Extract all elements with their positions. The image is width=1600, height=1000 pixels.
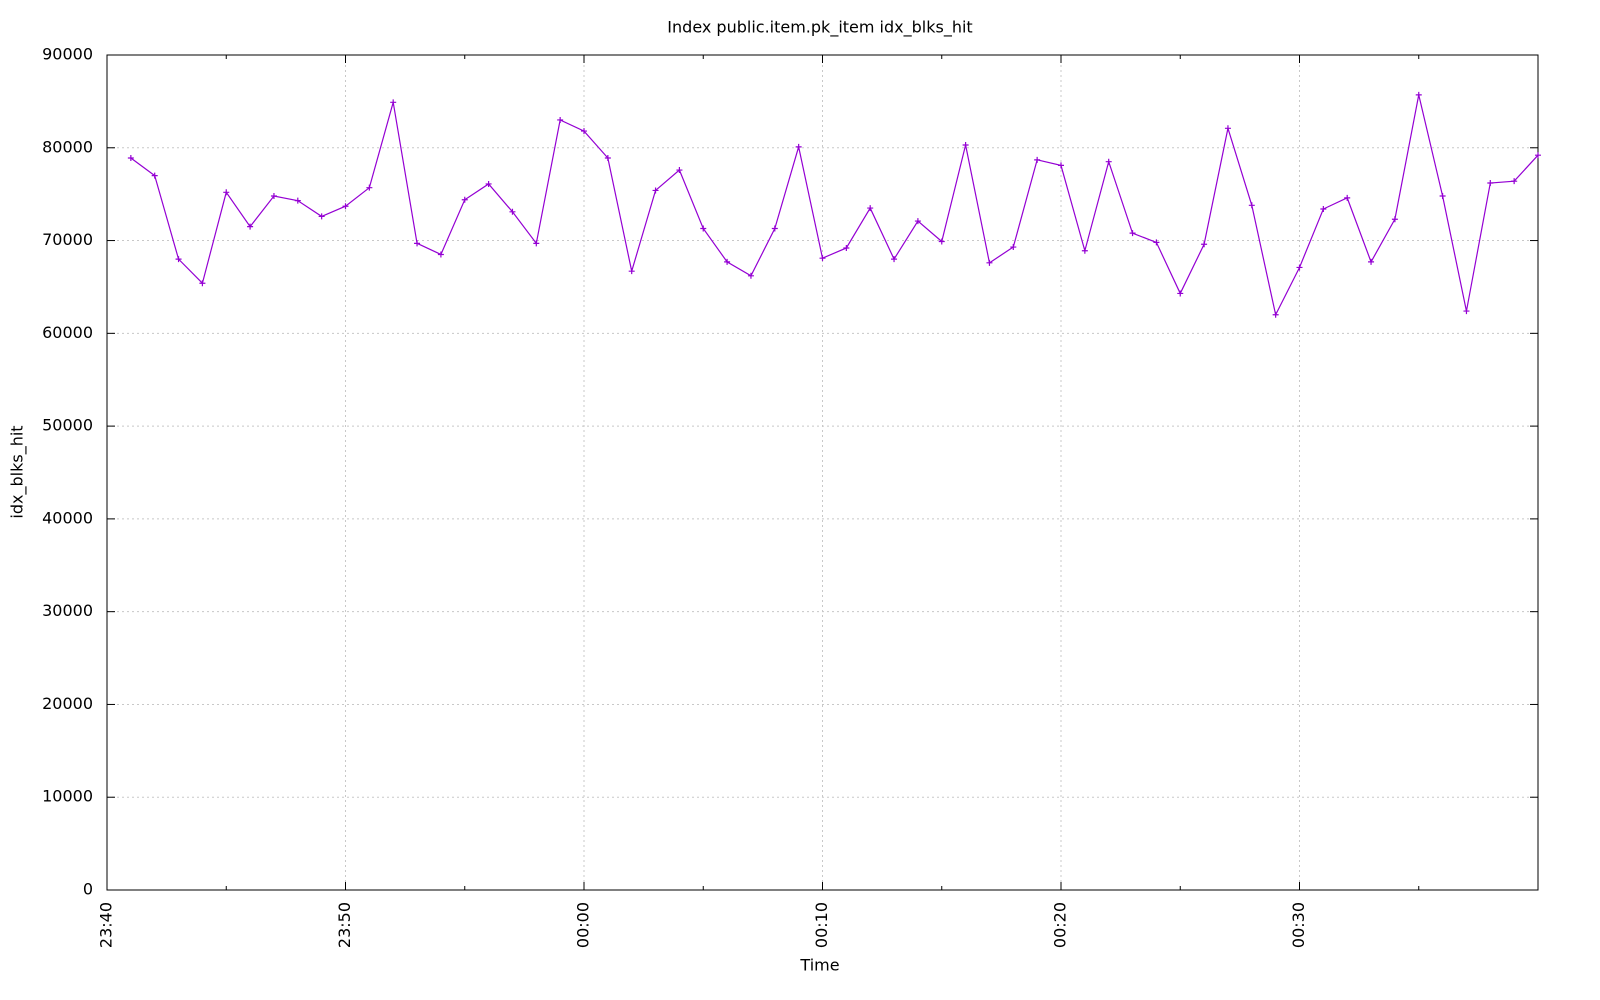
point-marker <box>1487 180 1494 187</box>
point-marker <box>437 251 444 258</box>
point-marker <box>652 187 659 194</box>
y-tick-label: 40000 <box>42 508 93 527</box>
point-marker <box>1320 206 1327 213</box>
x-tick-label: 23:50 <box>335 902 354 948</box>
point-marker <box>771 225 778 232</box>
point-marker <box>1344 194 1351 201</box>
x-tick-label: 23:40 <box>97 902 116 948</box>
y-tick-label: 60000 <box>42 323 93 342</box>
point-marker <box>557 116 564 123</box>
point-marker <box>461 196 468 203</box>
chart-title: Index public.item.pk_item idx_blks_hit <box>667 18 972 38</box>
point-marker <box>867 205 874 212</box>
point-marker <box>1296 264 1303 271</box>
point-marker <box>485 180 492 187</box>
x-axis-label: Time <box>799 956 839 975</box>
point-marker <box>1511 178 1518 185</box>
point-marker <box>223 189 230 196</box>
point-marker <box>628 268 635 275</box>
point-marker <box>1535 152 1541 159</box>
point-marker <box>724 258 731 265</box>
point-marker <box>938 238 945 245</box>
plot-frame <box>106 54 1539 891</box>
point-marker <box>509 208 516 215</box>
point-marker <box>795 143 802 150</box>
point-marker <box>127 154 134 161</box>
point-marker <box>342 203 349 210</box>
point-marker <box>676 167 683 174</box>
y-axis-label: idx_blks_hit <box>8 425 28 518</box>
point-marker <box>318 213 325 220</box>
point-marker <box>1129 230 1136 237</box>
point-marker <box>1439 193 1446 200</box>
point-marker <box>819 255 826 262</box>
point-marker <box>1368 258 1375 265</box>
point-marker <box>1177 290 1184 297</box>
x-tick-label: 00:20 <box>1051 902 1070 948</box>
x-tick-label: 00:30 <box>1289 902 1308 948</box>
point-marker <box>294 197 301 204</box>
point-marker <box>914 218 921 225</box>
y-tick-label: 10000 <box>42 787 93 806</box>
y-tick-label: 50000 <box>42 416 93 435</box>
point-marker <box>891 256 898 263</box>
y-tick-label: 0 <box>83 880 93 899</box>
point-marker <box>747 272 754 279</box>
point-marker <box>199 280 206 287</box>
point-marker <box>151 172 158 179</box>
y-tick-label: 90000 <box>42 45 93 64</box>
point-marker <box>270 193 277 200</box>
x-tick-label: 00:10 <box>812 902 831 948</box>
point-marker <box>1034 156 1041 163</box>
point-marker <box>604 154 611 161</box>
point-marker <box>1010 244 1017 251</box>
point-marker <box>843 244 850 251</box>
series-line <box>130 94 1539 317</box>
point-marker <box>581 128 587 135</box>
point-marker <box>1105 158 1112 165</box>
point-marker <box>1081 247 1088 254</box>
point-marker <box>1058 162 1064 169</box>
point-marker <box>1153 239 1160 246</box>
point-marker <box>1391 216 1398 223</box>
point-marker <box>1415 91 1422 98</box>
point-marker <box>1224 125 1231 132</box>
point-marker <box>962 141 969 148</box>
point-marker <box>986 259 993 266</box>
point-marker <box>700 225 707 232</box>
point-marker <box>175 256 182 263</box>
point-marker <box>533 240 540 247</box>
point-marker <box>1272 311 1279 318</box>
y-tick-label: 20000 <box>42 694 93 713</box>
point-marker <box>414 240 421 247</box>
point-marker <box>390 99 397 106</box>
point-marker <box>1201 241 1208 248</box>
point-marker <box>1463 308 1470 315</box>
point-marker <box>1248 202 1255 209</box>
x-tick-label: 00:00 <box>574 902 593 948</box>
y-tick-label: 70000 <box>42 230 93 249</box>
point-marker <box>366 184 373 191</box>
y-tick-label: 30000 <box>42 601 93 620</box>
y-tick-label: 80000 <box>42 137 93 156</box>
point-marker <box>247 223 254 230</box>
